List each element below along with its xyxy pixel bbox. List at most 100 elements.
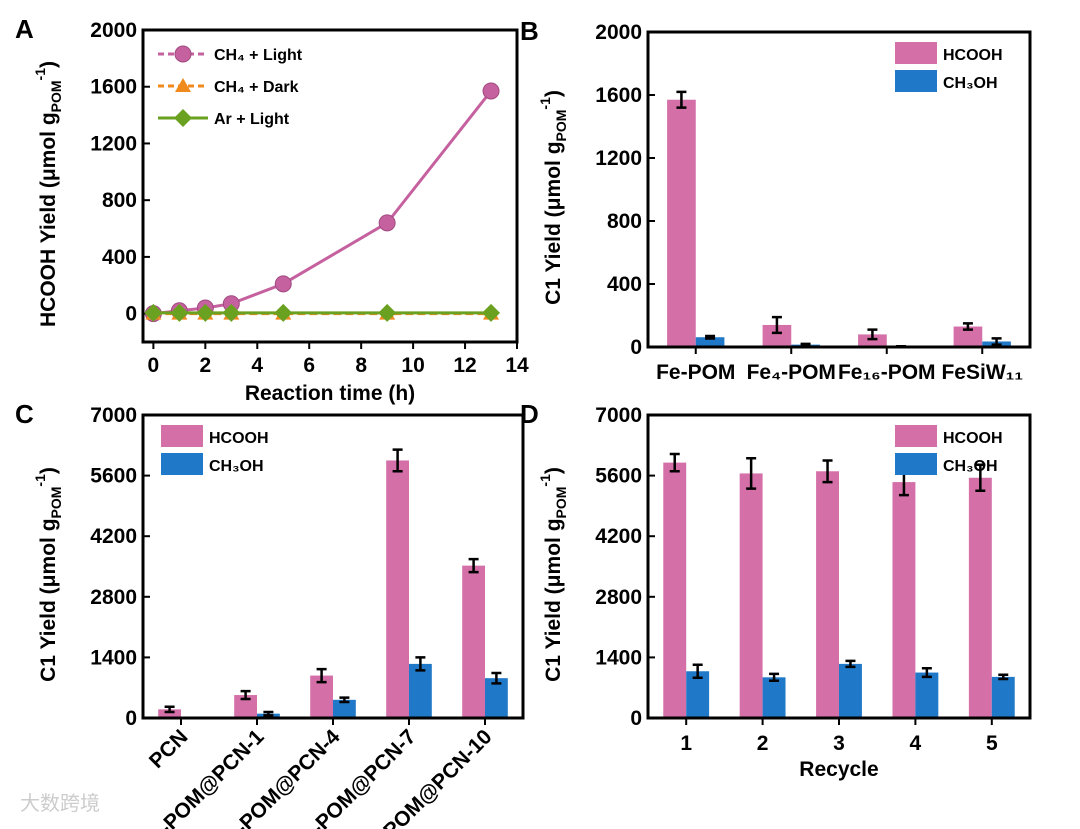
y-tick-label: 0	[125, 707, 137, 730]
bar-HCOOH	[739, 473, 763, 718]
panel-label: C	[15, 399, 34, 429]
plot-frame	[646, 30, 1032, 349]
y-tick-label: 0	[630, 707, 642, 730]
error-bar	[669, 452, 680, 473]
y-label-end: )	[542, 467, 565, 474]
y-label-sub: POM	[553, 487, 569, 519]
bar-HCOOH	[892, 482, 916, 718]
legend-swatch	[161, 453, 203, 475]
bar-CH₃OH	[409, 663, 432, 718]
error-bar	[705, 334, 716, 340]
data-point	[482, 82, 500, 100]
error-bar	[975, 463, 986, 492]
y-tick-label: 800	[102, 189, 137, 212]
legend-label: Ar + Light	[214, 111, 290, 128]
x-tick-label: 1	[680, 732, 692, 755]
x-tick-label: 10	[401, 354, 424, 377]
panel-label: D	[520, 399, 539, 429]
y-tick-label: 5600	[595, 465, 642, 488]
panel-C: C 0 1400 2800 4200 5600 7000 C1 Yield (μmol gPO…	[15, 399, 525, 829]
legend-label: CH₄ + Light	[214, 47, 303, 64]
data-point	[274, 303, 293, 322]
x-tick-label: PCN	[145, 725, 193, 773]
y-axis-label: C1 Yield (μmol gPOM-1)	[32, 467, 64, 682]
legend-swatch	[161, 425, 203, 447]
error-bar	[240, 689, 251, 701]
bar-CH₃OH	[839, 663, 862, 718]
x-tick-label: 6	[303, 354, 315, 377]
bar-HCOOH	[462, 565, 485, 718]
legend-marker	[174, 45, 192, 63]
error-bar	[164, 705, 175, 714]
legend-marker	[174, 109, 192, 127]
y-tick-label: 2800	[90, 586, 137, 609]
x-tick-label: 4	[910, 732, 922, 755]
legend-label: HCOOH	[943, 47, 1003, 64]
bar-HCOOH	[858, 334, 887, 347]
error-bar	[676, 90, 687, 109]
bar-HCOOH	[667, 99, 696, 347]
bar-CH₃OH	[485, 678, 508, 718]
y-label-sub: POM	[48, 487, 64, 519]
y-label-sup: -1	[32, 474, 48, 487]
y-tick-label: 7000	[90, 404, 137, 427]
bar-CH₃OH	[762, 677, 786, 718]
y-tick-label: 4200	[595, 525, 642, 548]
bar-CH₃OH	[333, 699, 356, 718]
y-tick-label: 5600	[90, 465, 137, 488]
y-tick-label: 1600	[90, 76, 137, 99]
plot-frame	[141, 413, 525, 720]
legend-label: HCOOH	[209, 430, 269, 447]
y-label-sub: POM	[48, 80, 64, 112]
y-axis-label: C1 Yield (μmol gPOM-1)	[537, 90, 569, 305]
error-bar	[746, 457, 757, 490]
x-tick-label: 2	[757, 732, 769, 755]
error-bar	[998, 673, 1009, 681]
bar-CH₃OH	[695, 337, 725, 347]
x-tick-label: Fe₁₆-POM	[838, 361, 936, 384]
panel-B: B 0 400 800 1200 1600 2000 C1 Yield (μmol gPOM-…	[520, 16, 1032, 384]
bar-HCOOH	[953, 326, 983, 347]
legend-label: CH₃OH	[209, 458, 264, 475]
bar-HCOOH	[310, 675, 333, 718]
legend-label: CH₃OH	[943, 458, 998, 475]
error-bar	[962, 322, 973, 331]
x-axis-label: Recycle	[799, 758, 878, 781]
series-line	[153, 90, 493, 316]
error-bar	[771, 315, 782, 335]
panel-label: B	[520, 16, 539, 46]
x-tick-label: 14	[505, 354, 529, 377]
x-tick-label: 0	[148, 354, 160, 377]
error-bar	[921, 666, 932, 679]
y-label-main: HCOOH Yield (μmol g	[37, 112, 60, 327]
legend-label: HCOOH	[943, 430, 1003, 447]
y-tick-label: 1200	[595, 147, 642, 170]
error-bar	[491, 671, 502, 685]
x-tick-label: 4	[251, 354, 263, 377]
x-tick-label: 8	[355, 354, 367, 377]
x-tick-label: 3	[833, 732, 845, 755]
y-label-sup: -1	[32, 68, 48, 81]
panel-A: A 0 400 800 1200 1600 2000 HCOOH Yield (μmol gP…	[15, 14, 529, 405]
y-tick-label: 2800	[595, 586, 642, 609]
y-axis-label: C1 Yield (μmol gPOM-1)	[537, 467, 569, 682]
y-tick-label: 4200	[90, 525, 137, 548]
x-tick-label: Fe₄-POM	[747, 361, 836, 384]
x-tick-label: 12	[453, 354, 476, 377]
data-point	[222, 303, 241, 322]
y-label-end: )	[37, 61, 60, 68]
data-point	[274, 275, 292, 293]
y-tick-label: 1400	[90, 646, 137, 669]
data-point	[378, 303, 397, 322]
y-label-sup: -1	[537, 97, 553, 110]
y-tick-label: 1400	[595, 646, 642, 669]
error-bar	[769, 672, 780, 683]
y-label-end: )	[542, 90, 565, 97]
legend-label: CH₄ + Dark	[214, 79, 299, 96]
bar-HCOOH	[968, 477, 992, 718]
y-label-main: C1 Yield (μmol g	[542, 518, 565, 681]
x-tick-label: Fe-POM	[656, 361, 735, 384]
bar-HCOOH	[158, 709, 181, 718]
y-tick-label: 2000	[595, 21, 642, 44]
